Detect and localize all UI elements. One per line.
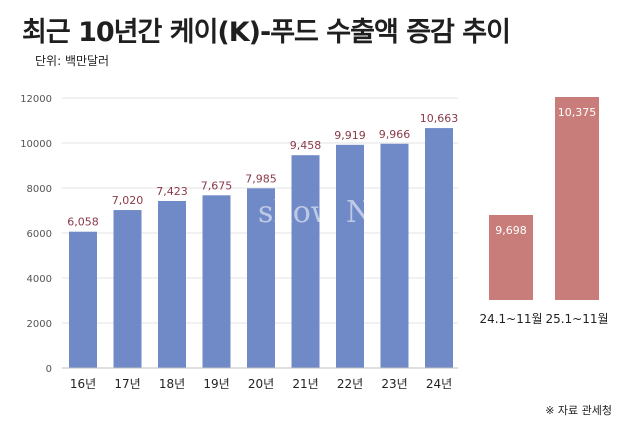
source-note: ※ 자료 관세청: [545, 404, 612, 417]
x-tick-label: 21년: [292, 377, 318, 391]
y-tick-label: 10000: [20, 139, 52, 150]
y-tick-label: 12000: [20, 94, 52, 105]
y-tick-label: 2000: [27, 319, 52, 330]
period-tick-label: 24.1~11월: [479, 312, 542, 326]
bar-value-label: 7,423: [156, 185, 188, 198]
bar-value-label: 10,663: [420, 112, 459, 125]
bar-18년: [158, 200, 186, 368]
x-tick-label: 17년: [114, 377, 140, 391]
unit-label: 단위: 백만달러: [35, 54, 110, 68]
x-tick-label: 19년: [203, 377, 229, 391]
period-bar-value-label: 9,698: [495, 224, 527, 237]
x-tick-label: 22년: [337, 377, 363, 391]
bar-value-label: 7,020: [112, 194, 144, 207]
x-tick-label: 16년: [70, 377, 96, 391]
y-tick-label: 0: [46, 364, 52, 375]
watermark-text: show N: [258, 195, 373, 230]
bar-19년: [202, 195, 231, 368]
bar-22년: [336, 144, 364, 368]
period-bar-1: [489, 215, 533, 300]
x-tick-label: 18년: [159, 377, 185, 391]
bar-24년: [425, 128, 453, 368]
bar-value-label: 6,058: [67, 216, 99, 229]
annual-bars: 6,058 16년 7,020 17년 7,423 18년 7,675 19년 7,985 20년…: [67, 112, 458, 391]
y-tick-label: 8000: [27, 184, 52, 195]
bar-value-label: 9,966: [379, 128, 411, 141]
y-tick-label: 6000: [27, 229, 52, 240]
chart-title: 최근 10년간 케이(K)-푸드 수출액 증감 추이: [22, 17, 511, 48]
bar-value-label: 7,675: [201, 179, 233, 192]
x-tick-label: 24년: [426, 377, 452, 391]
bar-17년: [113, 210, 142, 368]
bar-20년: [247, 188, 275, 368]
bar-value-label: 7,985: [245, 172, 277, 185]
period-bar-2: [555, 97, 599, 300]
bar-16년: [69, 231, 97, 368]
period-tick-label: 25.1~11월: [545, 312, 608, 326]
period-bar-value-label: 10,375: [558, 106, 597, 119]
y-axis: 0 2000 4000 6000 8000 10000 12000: [20, 94, 52, 375]
period-bars: 9,698 24.1~11월 10,375 25.1~11월: [479, 97, 609, 326]
bar-value-label: 9,919: [334, 129, 366, 142]
x-tick-label: 20년: [248, 377, 274, 391]
bar-21년: [291, 155, 320, 368]
bar-23년: [380, 143, 409, 368]
bar-value-label: 9,458: [290, 139, 322, 152]
y-tick-label: 4000: [27, 274, 52, 285]
x-tick-label: 23년: [381, 377, 407, 391]
